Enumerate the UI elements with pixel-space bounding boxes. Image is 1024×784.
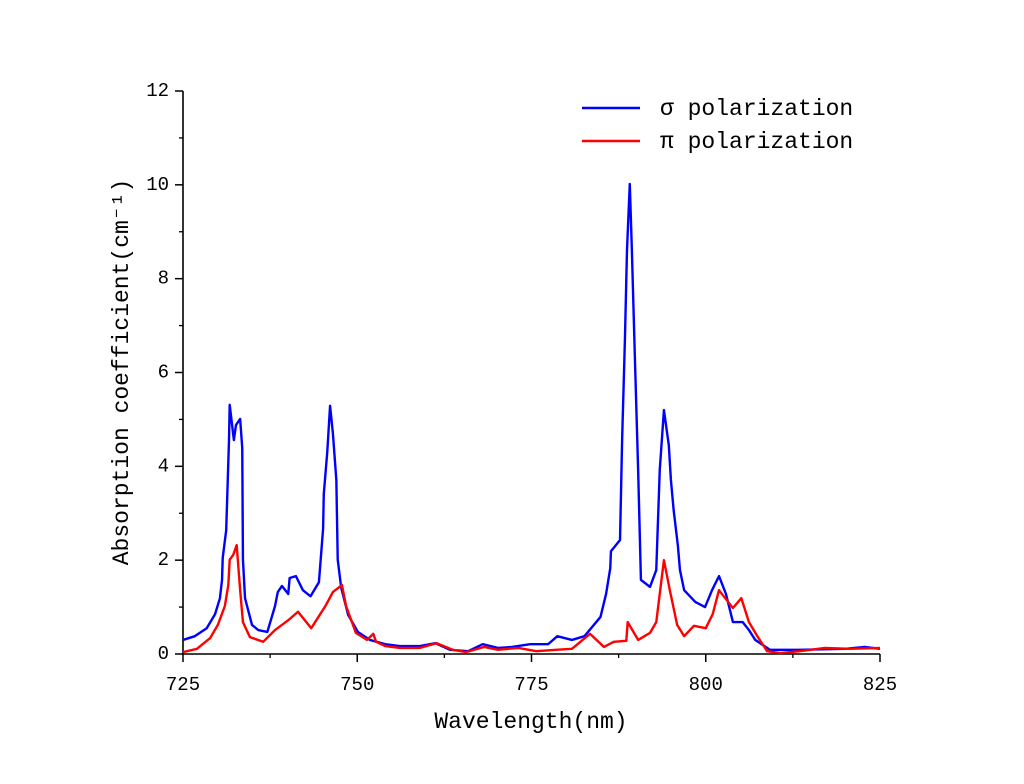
series-line	[182, 543, 881, 655]
y-tick-label: 8	[158, 268, 169, 290]
x-tick-label: 725	[166, 674, 200, 696]
y-tick-label: 2	[158, 549, 169, 571]
x-tick-label: 750	[340, 674, 374, 696]
x-tick-label: 800	[689, 674, 723, 696]
y-tick-label: 12	[146, 80, 169, 102]
legend-label: π polarization	[660, 129, 853, 155]
legend-label: σ polarization	[660, 96, 853, 122]
y-tick-label: 0	[158, 643, 169, 665]
y-tick-label: 4	[158, 455, 169, 477]
y-tick-label: 10	[146, 174, 169, 196]
x-tick-label: 775	[514, 674, 548, 696]
x-tick-label: 825	[863, 674, 897, 696]
x-axis-title: Wavelength(nm)	[434, 709, 627, 735]
series-line	[182, 182, 881, 653]
y-axis-title: Absorption coefficient(cm⁻¹)	[109, 179, 135, 566]
y-tick-label: 6	[158, 362, 169, 384]
